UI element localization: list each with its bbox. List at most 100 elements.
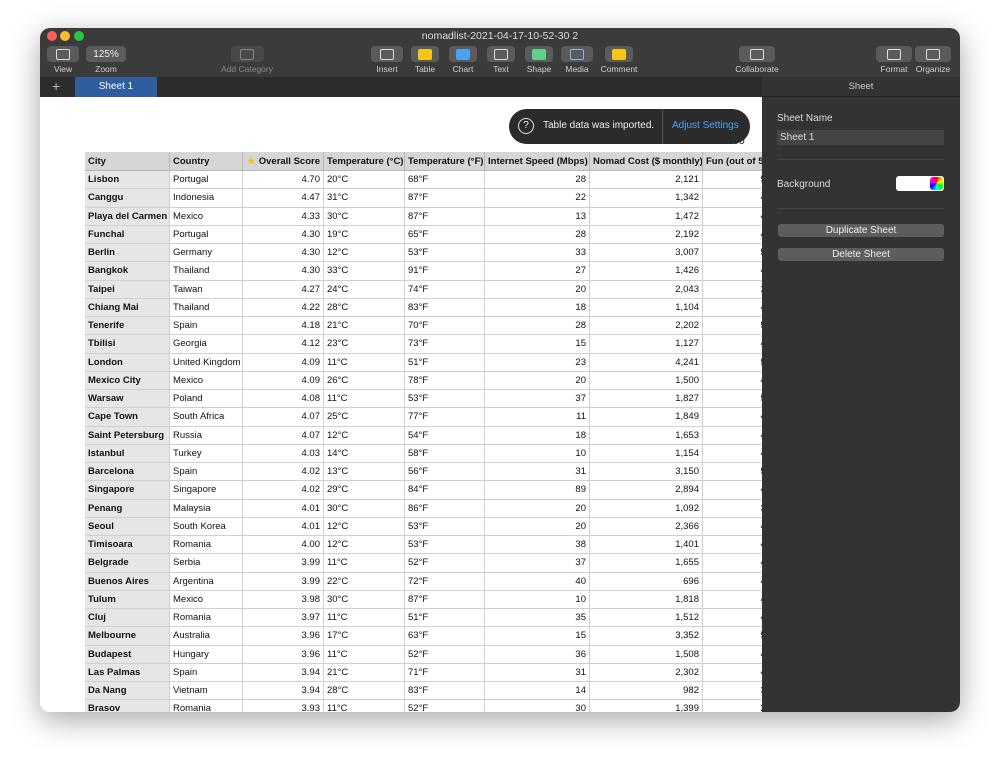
table-cell[interactable]: 51°F [405,353,485,372]
table-cell[interactable]: Singapore [85,481,170,500]
table-cell[interactable]: 14°C [324,444,405,463]
table-cell[interactable]: 4.00 [703,226,762,244]
table-cell[interactable]: 3,150 [590,463,703,482]
table-cell[interactable]: 23 [485,353,590,372]
table-cell[interactable]: 30°C [324,499,405,518]
close-button[interactable] [47,31,57,41]
table-cell[interactable]: 1,655 [590,554,703,573]
table-cell[interactable]: 74°F [405,280,485,299]
table-cell[interactable]: 3.00 [703,281,762,299]
table-cell[interactable]: 1,426 [590,262,703,281]
table-cell[interactable]: 2,043 [590,280,703,299]
table-cell[interactable]: 4.00 [703,591,762,609]
table-cell[interactable]: 15 [485,335,590,354]
table-cell[interactable]: Poland [170,390,243,409]
table-cell[interactable]: 4.33 [243,207,324,226]
table-cell[interactable]: Tenerife [85,317,170,336]
table-cell[interactable]: 5.00 [703,463,762,482]
table-cell[interactable]: Buenos Aires [85,572,170,591]
table-cell[interactable]: 4.00 [703,554,762,573]
table-cell[interactable]: 1,512 [590,609,703,628]
table-cell[interactable]: 37 [485,554,590,573]
table-cell[interactable]: 15 [485,627,590,646]
column-header[interactable]: Fun (out of 5) [703,152,762,171]
toolbar-button[interactable] [605,46,633,62]
table-cell[interactable]: Funchal [85,225,170,244]
table-cell[interactable]: Portugal [170,171,243,190]
table-cell[interactable]: 1,342 [590,189,703,208]
table-cell[interactable]: 4.00 [703,189,762,208]
table-cell[interactable]: 3.98 [243,590,324,609]
table-cell[interactable]: Russia [170,426,243,445]
toolbar-button[interactable] [371,46,403,62]
table-cell[interactable]: 2.50 [703,700,763,712]
table-cell[interactable]: 1,653 [590,426,703,445]
table-cell[interactable]: Tulum [85,590,170,609]
table-cell[interactable]: 18 [485,298,590,317]
table-cell[interactable]: 2,366 [590,517,703,536]
table-cell[interactable]: 4.07 [243,408,324,427]
table-cell[interactable]: 11 [485,408,590,427]
minimize-button[interactable] [60,31,70,41]
table-cell[interactable]: 11°C [324,353,405,372]
table-cell[interactable]: 1,827 [590,390,703,409]
table-cell[interactable]: London [85,353,170,372]
table-cell[interactable]: Lisbon [85,171,170,190]
add-sheet[interactable]: + [52,78,61,94]
table-cell[interactable]: 2,192 [590,225,703,244]
column-header[interactable]: City [85,152,170,171]
table-cell[interactable]: 58°F [405,444,485,463]
table-cell[interactable]: 3.93 [243,700,324,712]
table-cell[interactable]: 3.94 [243,663,324,682]
table-cell[interactable]: Saint Petersburg [85,426,170,445]
table-cell[interactable]: 23°C [324,335,405,354]
toolbar-button[interactable] [915,46,951,62]
column-header[interactable]: Temperature (°C) [324,152,405,171]
table-cell[interactable]: 53°F [405,517,485,536]
table-cell[interactable]: 53°F [405,390,485,409]
table-cell[interactable]: Las Palmas [85,663,170,682]
table-cell[interactable]: 4.01 [243,499,324,518]
table-cell[interactable]: Hungary [170,645,243,664]
table-cell[interactable]: 2,894 [590,481,703,500]
table-cell[interactable]: 4.22 [243,298,324,317]
table-cell[interactable]: Georgia [170,335,243,354]
table-cell[interactable]: 2,202 [590,317,703,336]
table-cell[interactable]: Germany [170,244,243,263]
table-cell[interactable]: 28°C [324,298,405,317]
table-cell[interactable]: 4.00 [703,262,762,281]
table-cell[interactable]: 5.00 [703,390,762,409]
table-cell[interactable]: 63°F [405,627,485,646]
toolbar-button[interactable] [876,46,912,62]
table-cell[interactable]: Mexico [170,371,243,390]
table-cell[interactable]: 3.96 [243,645,324,664]
table-cell[interactable]: 4.00 [703,299,762,317]
table-cell[interactable]: Budapest [85,645,170,664]
table-cell[interactable]: Cluj [85,609,170,628]
table-cell[interactable]: 4.00 [703,573,762,591]
table-cell[interactable]: 21°C [324,317,405,336]
table-cell[interactable]: Thailand [170,262,243,281]
table-cell[interactable]: 20°C [324,171,405,190]
table-cell[interactable]: 4.07 [243,426,324,445]
table-cell[interactable]: 28 [485,171,590,190]
table-cell[interactable]: 4.47 [243,189,324,208]
table-cell[interactable]: 3.97 [243,609,324,628]
column-header[interactable]: Temperature (°F) [405,152,485,171]
table-cell[interactable]: 53°F [405,244,485,263]
table-cell[interactable]: 83°F [405,298,485,317]
table-cell[interactable]: 78°F [405,371,485,390]
table-cell[interactable]: 12°C [324,536,405,555]
table-cell[interactable]: 4.00 [703,646,762,664]
table-cell[interactable]: 4.70 [243,171,324,190]
table-cell[interactable]: Mexico City [85,371,170,390]
adjust-settings[interactable]: Adjust Settings [672,120,739,131]
table-cell[interactable]: Indonesia [170,189,243,208]
table-cell[interactable]: 14 [485,682,590,701]
table-cell[interactable]: 11°C [324,645,405,664]
table-cell[interactable]: 5.00 [703,354,762,372]
table-cell[interactable]: Thailand [170,298,243,317]
table-cell[interactable]: Romania [170,609,243,628]
table-cell[interactable]: 30 [485,700,590,712]
table-cell[interactable]: 70°F [405,317,485,336]
